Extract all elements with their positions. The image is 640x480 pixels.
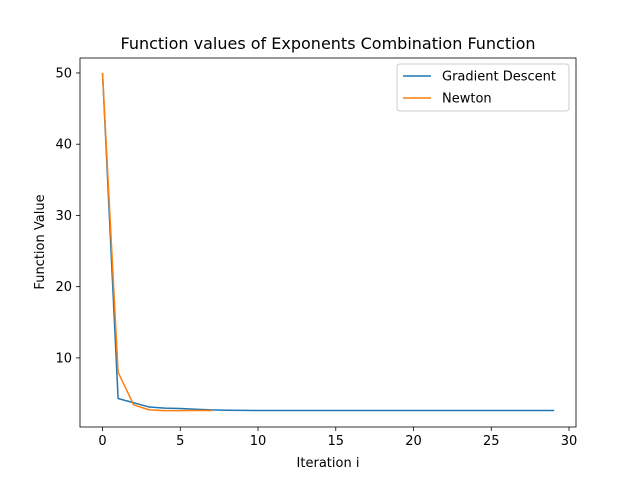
y-tick-label: 20	[55, 280, 72, 295]
axes-frame	[79, 57, 577, 428]
legend-label-gradient-descent: Gradient Descent	[442, 70, 556, 85]
x-tick-label: 20	[405, 434, 422, 449]
series-layer	[101, 72, 555, 412]
series-line-newton	[101, 72, 213, 412]
x-tick-label: 0	[98, 434, 106, 449]
x-tick-label: 5	[176, 434, 184, 449]
y-tick-label: 50	[55, 66, 72, 81]
x-axis: 0 5 10 15 20 25 30	[98, 427, 577, 449]
y-tick-label: 30	[55, 209, 72, 224]
x-tick-label: 10	[250, 434, 267, 449]
chart-title: Function values of Exponents Combination…	[121, 34, 536, 53]
plot-area	[79, 57, 577, 428]
legend: Gradient Descent Newton	[396, 63, 570, 112]
y-axis: 10 20 30 40 50	[55, 66, 80, 366]
x-axis-label: Iteration i	[297, 456, 360, 471]
legend-label-newton: Newton	[442, 92, 492, 107]
y-axis-label: Function Value	[33, 194, 48, 289]
x-tick-label: 15	[328, 434, 345, 449]
y-tick-label: 10	[55, 351, 72, 366]
x-tick-label: 30	[561, 434, 578, 449]
x-tick-label: 25	[483, 434, 500, 449]
y-tick-label: 40	[55, 138, 72, 153]
legend-box	[396, 63, 570, 112]
series-line-gradient-descent	[101, 72, 555, 412]
